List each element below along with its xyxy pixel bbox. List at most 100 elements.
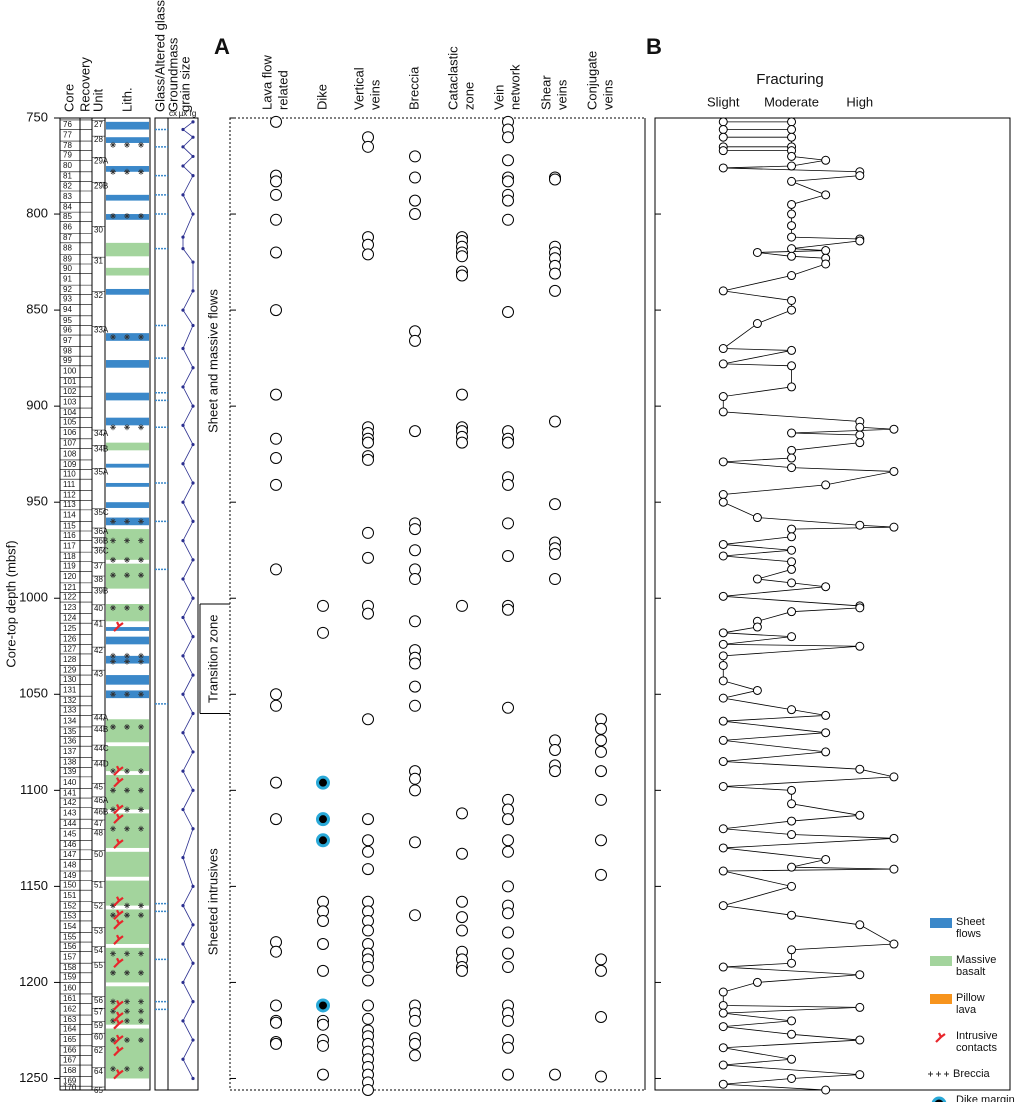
observation [270,699,282,712]
column-header: Conjugate [584,51,599,110]
breccia-star [928,1071,933,1077]
observation [270,213,282,226]
fracture-point [787,132,797,142]
grain-dot [181,807,185,812]
core-label: 106 [63,428,77,437]
fracture-point [821,155,831,165]
column-header: veins [554,79,569,110]
observation [317,599,329,612]
breccia-star [124,1065,130,1072]
grain-dot [191,404,195,408]
core-label: 141 [63,788,77,797]
fracture-point [787,557,797,567]
column-header: veins [600,79,615,110]
fracture-point [821,854,831,864]
fracture-point [787,862,797,872]
unit-label: 33A [94,325,109,334]
lith-interval [106,655,149,664]
breccia-star [138,652,144,659]
core-label: 115 [63,521,76,530]
grain-dot [181,385,185,389]
breccia-star [138,825,144,832]
grain-dot [181,903,185,908]
breccia-symbol [110,604,144,611]
observation [595,868,607,881]
lith-interval [106,417,149,426]
breccia-star [110,658,116,665]
core-label: 82 [63,181,72,190]
breccia-star [124,212,130,219]
observation [409,208,421,221]
legend-swatch [930,956,952,966]
unit-label: 65 [94,1086,103,1095]
unit-label: 42 [94,646,103,655]
breccia-star [110,572,116,579]
breccia-symbol [110,691,144,698]
breccia-star [138,768,144,775]
unit-label: 36C [94,546,109,555]
legend-swatch [930,918,952,928]
breccia-star [124,141,130,148]
core-label: 130 [63,675,77,684]
fracture-point [718,843,728,853]
grain-dot [191,750,195,754]
observation [317,1039,329,1052]
core-label: 167 [63,1055,77,1064]
breccia-star [110,787,116,794]
observation [409,615,421,628]
fracture-point [752,574,762,584]
breccia-star [124,333,130,340]
unit-label: 27 [94,120,103,129]
fracture-point [855,641,865,651]
breccia-star [110,212,116,219]
observation [409,836,421,849]
grain-dot [191,1038,195,1042]
unit-label: 31 [94,256,103,265]
unit-label: 35A [94,468,109,477]
observation [456,964,468,977]
fracture-point [821,480,831,490]
observation [362,863,374,876]
column-header: veins [367,79,382,110]
observation [502,961,514,974]
grain-dot [191,135,195,139]
observation [549,173,561,186]
grain-dot [181,1057,185,1061]
core-label: 153 [63,911,77,920]
breccia-star [138,537,144,544]
fracture-point [821,710,831,720]
core-label: 101 [63,377,77,386]
fracture-point [718,457,728,467]
core-label: 95 [63,316,72,325]
grain-dot [181,247,185,251]
fracture-point [718,824,728,834]
observation [502,1068,514,1081]
fracture-point [718,497,728,507]
observation [456,807,468,820]
unit-label: 52 [94,902,103,911]
fracture-point [718,117,728,127]
fracture-point [855,764,865,774]
legend-label: contacts [956,1042,997,1054]
fracture-point [889,939,899,949]
observation [502,131,514,144]
observation [270,175,282,188]
intrusive-symbol [113,934,124,945]
fracture-point [787,545,797,555]
lith-interval [106,392,149,401]
breccia-symbol [110,572,144,579]
observation [270,999,282,1012]
lith-interval [106,137,149,143]
fracture-point [718,146,728,156]
lith-interval [106,166,149,172]
core-label: 81 [63,172,72,181]
fracture-point [787,251,797,261]
observation [270,1016,282,1029]
fracture-point [787,209,797,219]
grain-dot [191,481,195,485]
fracture-point [821,747,831,757]
observation [502,907,514,920]
breccia-star [138,998,144,1005]
fracture-point [718,676,728,686]
grain-dot [191,289,195,293]
